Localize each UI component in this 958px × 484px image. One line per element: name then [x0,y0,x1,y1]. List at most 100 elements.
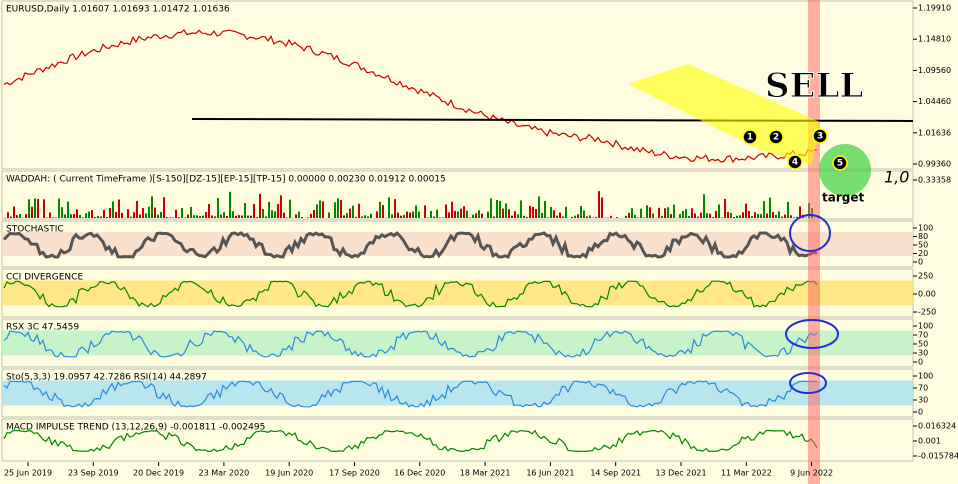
histogram-bar [268,201,270,218]
histogram-bar [793,217,795,218]
wave-marker-label: 3 [817,132,823,142]
histogram-bar [649,207,651,218]
histogram-bar [283,212,285,218]
histogram-bar [178,217,180,218]
histogram-bar [64,214,66,218]
histogram-bar [295,214,297,218]
date-label: 16 Dec 2020 [394,469,445,478]
axis-label: 30 [918,396,928,405]
histogram-bar [358,203,360,218]
histogram-bar [262,208,264,218]
histogram-bar [163,197,165,218]
histogram-bar [598,191,600,218]
histogram-bar [19,214,21,218]
histogram-bar [139,214,141,218]
axis-label: -0.015784 [918,452,958,461]
histogram-bar [418,211,420,218]
histogram-bar [733,216,735,218]
histogram-bar [397,212,399,218]
histogram-bar [589,215,591,218]
histogram-bar [223,212,225,218]
histogram-bar [751,216,753,218]
histogram-bar [352,205,354,218]
histogram-bar [691,208,693,218]
panel-title: EURUSD,Daily 1.01607 1.01693 1.01472 1.0… [6,5,230,15]
histogram-bar [412,211,414,218]
histogram-bar [202,215,204,218]
histogram-bar [247,215,249,218]
histogram-bar [424,205,426,218]
histogram-bar [778,211,780,218]
histogram-bar [301,216,303,218]
axis-label: 0.99360 [918,160,951,169]
axis-label: 80 [918,232,928,241]
axis-label: 0.016324 [918,422,956,431]
date-label: 23 Sep 2019 [68,469,119,478]
histogram-bar [226,216,228,218]
histogram-bar [160,211,162,218]
wave-marker-label: 4 [792,158,798,168]
histogram-bar [727,212,729,218]
axis-label: 100 [918,224,933,233]
histogram-bar [166,217,168,218]
histogram-bar [199,216,201,218]
histogram-bar [487,211,489,218]
histogram-bar [196,215,198,218]
histogram-bar [316,204,318,218]
histogram-bar [367,216,369,218]
histogram-bar [328,212,330,218]
histogram-bar [664,208,666,218]
histogram-bar [142,207,144,218]
histogram-bar [631,208,633,218]
histogram-bar [76,209,78,218]
histogram-bar [109,208,111,218]
histogram-bar [736,215,738,218]
indicator-line [3,380,818,408]
target-zone [819,144,871,196]
panel-zone [2,280,913,306]
histogram-bar [106,217,108,218]
axis-label: 0.001 [918,437,941,446]
histogram-bar [730,212,732,218]
histogram-bar [580,205,582,218]
histogram-bar [376,211,378,218]
histogram-bar [388,197,390,218]
axis-label: 50 [918,241,928,250]
histogram-bar [274,211,276,218]
histogram-bar [205,212,207,218]
histogram-bar [526,217,528,218]
histogram-bar [466,210,468,218]
indicator-line [2,231,818,259]
histogram-bar [322,201,324,218]
histogram-bar [157,214,159,218]
histogram-bar [307,217,309,218]
histogram-bar [151,196,153,218]
wave-marker-label: 2 [773,133,779,143]
histogram-bar [118,199,120,218]
histogram-bar [364,215,366,218]
histogram-bar [394,199,396,218]
histogram-bar [313,210,315,218]
histogram-bar [34,198,36,218]
date-label: 19 Jun 2020 [265,469,313,478]
histogram-bar [679,213,681,218]
histogram-bar [136,200,138,218]
axis-label: 0 [918,258,923,267]
histogram-bar [616,217,618,218]
date-label: 25 Jun 2019 [4,469,52,478]
histogram-bar [265,216,267,218]
histogram-bar [775,214,777,218]
histogram-bar [277,203,279,218]
histogram-bar [637,217,639,218]
histogram-bar [244,203,246,218]
histogram-bar [208,203,210,218]
histogram-bar [457,211,459,218]
histogram-bar [427,217,429,218]
histogram-bar [787,201,789,218]
histogram-bar [478,210,480,218]
histogram-bar [511,215,513,218]
histogram-bar [724,198,726,218]
histogram-bar [61,207,63,218]
histogram-bar [514,211,516,218]
